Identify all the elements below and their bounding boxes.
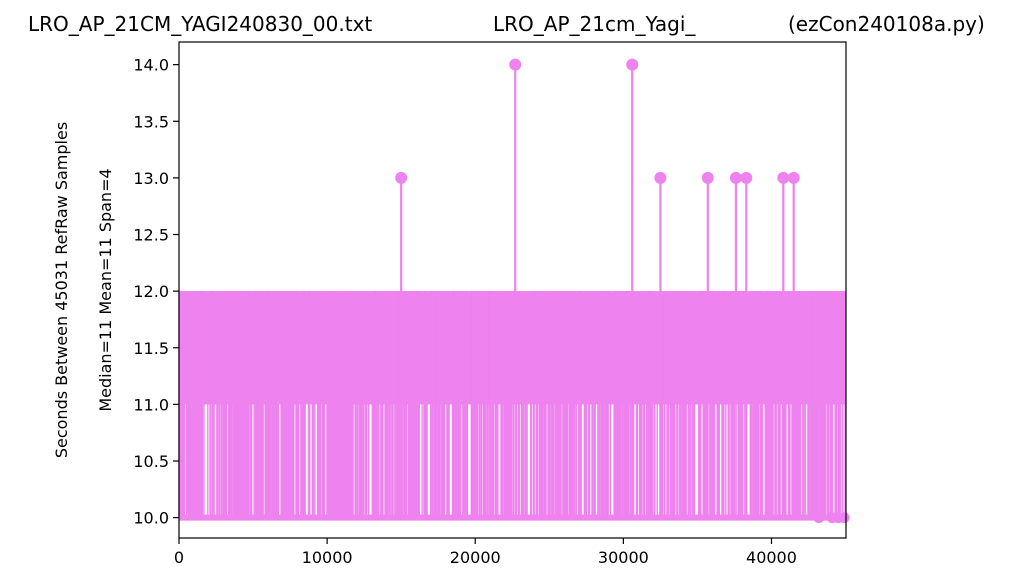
plot-frame	[178, 41, 847, 539]
title-right: (ezCon240108a.py)	[788, 12, 985, 36]
outlier-point-8	[787, 171, 800, 184]
title-left: LRO_AP_21CM_YAGI240830_00.txt	[28, 12, 372, 36]
y-tick-label: 13.0	[133, 169, 169, 188]
outlier-point-5	[729, 171, 742, 184]
outlier-point-1	[509, 58, 522, 71]
y-tick-label: 10.0	[133, 509, 169, 528]
low-point-3	[838, 512, 850, 524]
y-tick-label: 12.5	[133, 226, 169, 245]
plot-area	[178, 58, 850, 524]
x-tick-label: 0	[174, 548, 184, 567]
x-tick-label: 30000	[598, 548, 649, 567]
y-axis-ticks: 10.0 10.5 11.0 11.5 12.0 12.5 13.0 13.5 14.0	[133, 56, 179, 528]
outlier-point-4	[701, 171, 714, 184]
y-tick-label: 13.5	[133, 112, 169, 131]
series-low-strokes	[178, 291, 846, 518]
outlier-point-3	[654, 171, 667, 184]
outlier-point-2	[626, 58, 639, 71]
y-tick-label: 11.0	[133, 395, 169, 414]
x-tick-label: 40000	[746, 548, 797, 567]
outlier-point-7	[777, 171, 790, 184]
y-axis-sublabel: Median=11 Mean=11 Span=4	[96, 168, 115, 411]
outlier-point-6	[740, 171, 753, 184]
x-tick-label: 20000	[450, 548, 501, 567]
x-axis-ticks: 0 10000 20000 30000 40000	[174, 538, 797, 567]
y-tick-label: 10.5	[133, 452, 169, 471]
y-tick-label: 14.0	[133, 56, 169, 75]
y-axis-label: Seconds Between 45031 RefRaw Samples	[52, 122, 71, 458]
outlier-point-0	[395, 171, 408, 184]
y-tick-label: 11.5	[133, 339, 169, 358]
y-tick-label: 12.0	[133, 282, 169, 301]
title-center: LRO_AP_21cm_Yagi_	[493, 12, 696, 36]
x-tick-label: 10000	[302, 548, 353, 567]
low-point-0	[813, 512, 825, 524]
